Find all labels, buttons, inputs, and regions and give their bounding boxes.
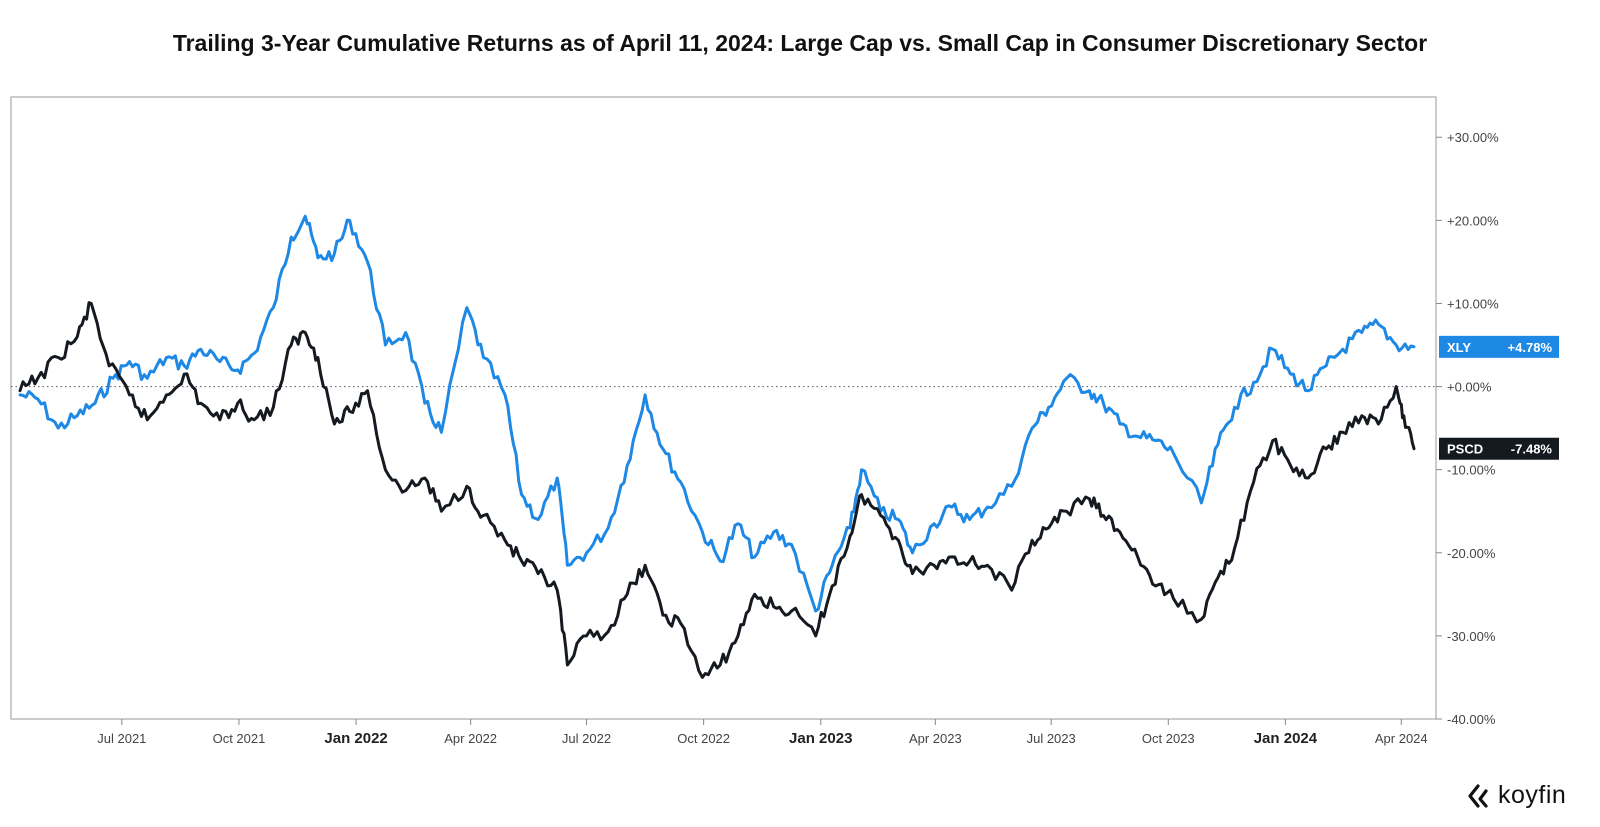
series-badge-value: +4.78%	[1508, 340, 1553, 355]
y-tick-label: -20.00%	[1447, 546, 1496, 561]
x-tick-label: Oct 2022	[677, 731, 730, 746]
x-tick-label: Oct 2023	[1142, 731, 1195, 746]
x-tick-label: Jul 2022	[562, 731, 611, 746]
series-line-xly	[18, 214, 1416, 613]
y-tick-label: -40.00%	[1447, 712, 1496, 727]
x-tick-label: Jan 2022	[324, 730, 387, 747]
x-tick-label: Apr 2022	[444, 731, 497, 746]
x-tick-label: Jan 2024	[1254, 730, 1318, 747]
brand-name: koyfin	[1498, 781, 1567, 809]
y-tick-label: +30.00%	[1447, 130, 1499, 145]
koyfin-chevron-icon	[1468, 783, 1488, 808]
plot-frame	[10, 96, 1437, 720]
series-badge-xly	[1439, 335, 1559, 358]
series-badge-value: -7.48%	[1511, 442, 1553, 457]
y-tick-label: +10.00%	[1447, 296, 1499, 311]
y-tick-label: +20.00%	[1447, 213, 1499, 228]
series-line-pscd	[18, 301, 1416, 679]
x-tick-label: Apr 2024	[1375, 731, 1428, 746]
chart-title: Trailing 3-Year Cumulative Returns as of…	[172, 30, 1428, 56]
x-tick-label: Jul 2021	[97, 731, 146, 746]
y-tick-label: +0.00%	[1447, 380, 1492, 395]
x-tick-label: Oct 2021	[213, 731, 266, 746]
series-badge-name: XLY	[1447, 340, 1471, 355]
x-tick-label: Jul 2023	[1027, 731, 1076, 746]
series-badge-pscd	[1439, 437, 1559, 460]
y-tick-label: -10.00%	[1447, 463, 1496, 478]
koyfin-logo: koyfin	[1466, 781, 1566, 810]
series-badge-name: PSCD	[1447, 442, 1483, 457]
y-tick-label: -30.00%	[1447, 629, 1496, 644]
x-tick-label: Jan 2023	[789, 730, 852, 747]
x-tick-label: Apr 2023	[909, 731, 962, 746]
